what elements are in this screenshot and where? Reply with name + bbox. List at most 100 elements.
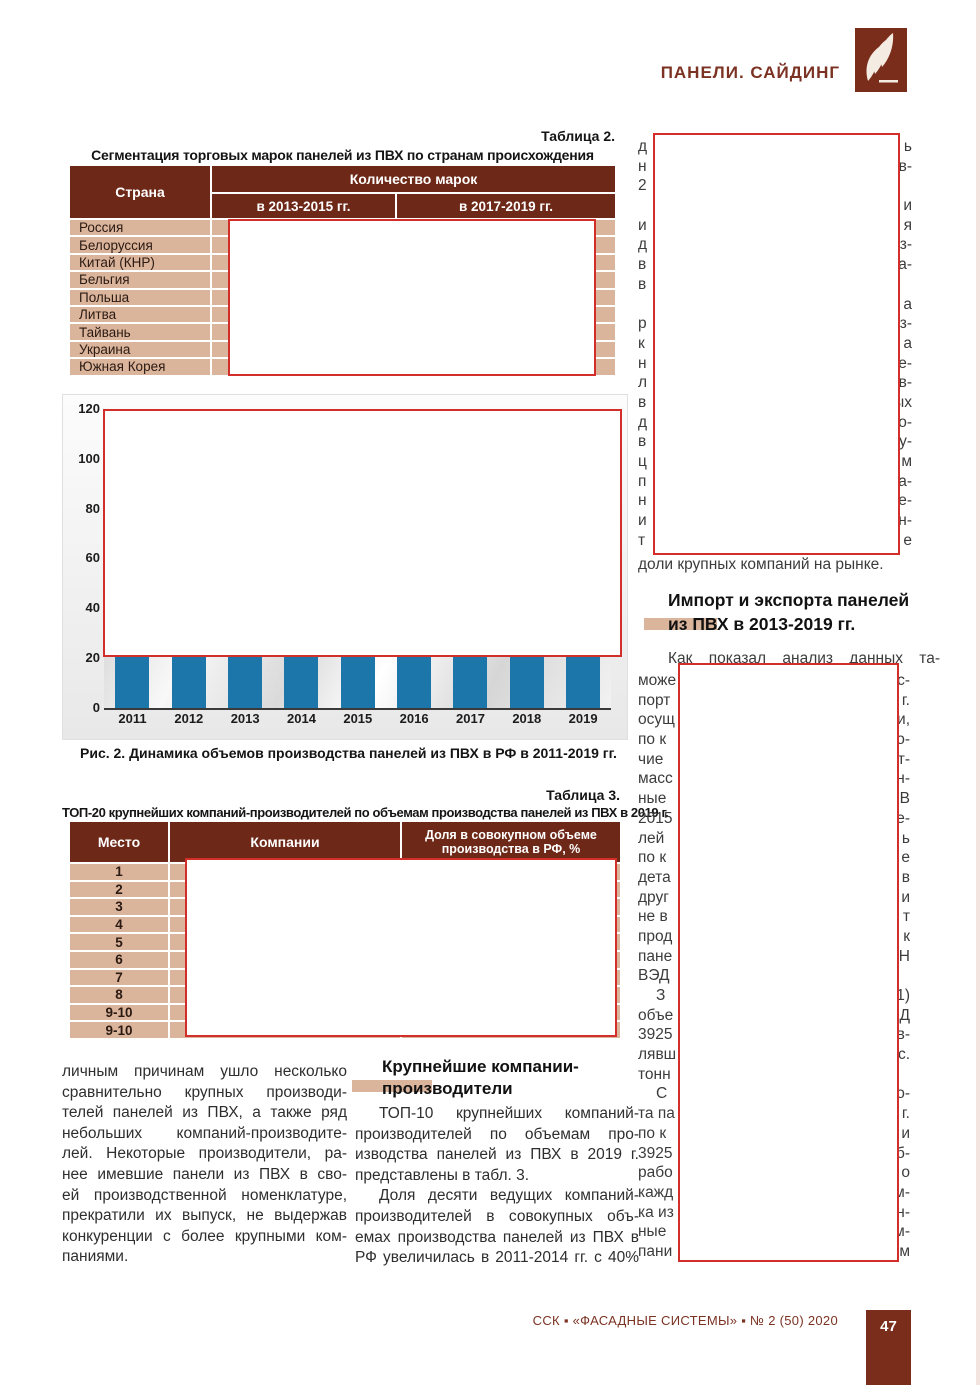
line-right-fragment: Н [898, 947, 910, 965]
line-left-fragment: порт [638, 691, 671, 709]
table2-country-cell: Тайвань [70, 324, 210, 340]
chart-x-tick-label: 2015 [343, 711, 373, 726]
table2-title: Сегментация торговых марок панелей из ПВ… [91, 147, 594, 163]
line-left-fragment: С [656, 1085, 668, 1103]
redacted-text-line: масс н- [638, 770, 910, 790]
redacted-text-line: и н- [638, 512, 912, 532]
redacted-text-line: дета в [638, 869, 910, 889]
line-left-fragment: д [638, 138, 648, 155]
table2-country-cell: Польша [70, 289, 210, 305]
chart-y-tick-label: 40 [85, 600, 100, 616]
line-right-fragment: ь [903, 138, 912, 155]
middle-heading-line2: производители [382, 1079, 513, 1098]
line-left-fragment: рабо [638, 1164, 673, 1182]
line-left-fragment: по к [638, 731, 667, 749]
line-left-fragment: в [638, 393, 647, 411]
redacted-text-line: по к е [638, 849, 910, 869]
line-right-fragment: к [903, 927, 910, 945]
line-right-fragment: з- [899, 315, 912, 333]
chart-x-tick-label: 2017 [456, 711, 485, 726]
right-heading-line1: Импорт и экспорта панелей [668, 590, 910, 610]
table3-place-cell: 1 [70, 864, 168, 880]
line-left-fragment: лявш [638, 1046, 677, 1064]
table3-caption: Таблица 3. [546, 787, 620, 803]
left-text-column: личным причинам ушло несколько сравнитель… [62, 1062, 347, 1268]
line-right-fragment: г. [901, 1105, 910, 1123]
line-left-fragment: друг [638, 888, 669, 906]
chart-y-tick-label: 0 [92, 699, 100, 715]
line-right-fragment: н- [898, 512, 912, 530]
table3-header-share: Доля в совокупном объеме производства в … [402, 822, 620, 862]
journal-logo [855, 28, 907, 92]
figure2-caption: Рис. 2. Динамика объемов производства па… [80, 745, 617, 761]
redacted-text-line: п а- [638, 473, 912, 493]
table3-place-cell: 9-10 [70, 1022, 168, 1038]
line-right-fragment: Д [899, 1006, 911, 1024]
right-column-redacted-block-2: може с-порт г. осущ и, по к о-чие т-масс н-ные В 2… [638, 672, 910, 1263]
footer-journal-line: ССК ▪ «ФАСАДНЫЕ СИСТЕМЫ» ▪ № 2 (50) 2020 [532, 1313, 838, 1328]
redaction-box-chart [103, 409, 622, 657]
table2-header-group: Количество марок [212, 166, 615, 192]
body-text-line: небольших компаний-производите- [62, 1124, 347, 1142]
line-right-fragment: о- [896, 1085, 910, 1103]
redacted-text-line: а [638, 296, 912, 316]
redacted-text-line: прод к [638, 928, 910, 948]
line-left-fragment: не в [638, 908, 668, 926]
redacted-text-line: в а- [638, 256, 912, 276]
line-left-fragment: д [638, 236, 648, 254]
line-right-fragment: е- [896, 809, 910, 827]
body-text-line: ТОП-10 крупнейших компаний- [379, 1105, 639, 1122]
table3-place-cell: 8 [70, 987, 168, 1003]
redacted-text-line: лявш с. [638, 1046, 910, 1066]
redacted-text-line: лей ь [638, 830, 910, 850]
line-right-fragment: в- [898, 157, 912, 175]
chart-x-tick-label: 2016 [399, 711, 429, 726]
right-column-text-line: доли крупных компаний на рынке. [638, 556, 884, 573]
redacted-text-line: д о- [638, 414, 912, 434]
body-text-line: конкуренции с более крупными ком- [62, 1227, 347, 1245]
redacted-text-line: по к и [638, 1125, 910, 1145]
line-left-fragment: пани [638, 1242, 673, 1260]
line-left-fragment: т [638, 531, 646, 549]
table2-country-cell: Китай (КНР) [70, 254, 210, 271]
redaction-box-table2-values [228, 219, 596, 376]
redacted-text-line: в у- [638, 433, 912, 453]
line-right-fragment: м [901, 453, 912, 470]
redacted-text-line: объе Д [638, 1007, 910, 1027]
line-left-fragment: ВЭД [638, 967, 670, 985]
line-right-fragment: т- [897, 750, 910, 768]
redacted-text-line: д з- [638, 236, 912, 256]
chart-y-tick-label: 20 [85, 650, 100, 665]
body-text-line: нее имевшие панели из ПВХ в сво- [62, 1165, 347, 1183]
table2-country-cell: Украина [70, 341, 210, 358]
table2-country-cell: Литва [70, 306, 210, 323]
redaction-box-table3-values [185, 858, 617, 1037]
table2-caption: Таблица 2. [541, 128, 615, 144]
redaction-box-right-text-1 [653, 133, 900, 555]
redacted-text-line: 2015 е- [638, 810, 910, 830]
line-left-fragment: 3925 [638, 1144, 673, 1162]
line-right-fragment: в- [898, 374, 912, 392]
redacted-text-line: та па г. [638, 1105, 910, 1125]
line-left-fragment: в [638, 433, 647, 451]
chart-y-tick-label: 100 [78, 450, 100, 466]
line-right-fragment: у- [899, 433, 912, 451]
line-right-fragment: е- [898, 354, 912, 372]
right-column-heading: Импорт и экспорта панелей из ПВХ в 2013-… [638, 588, 918, 636]
line-right-fragment: г. [901, 691, 910, 709]
chart-y-tick-label: 120 [78, 401, 100, 416]
line-left-fragment: пане [638, 947, 673, 965]
chart-y-tick-label: 80 [85, 500, 100, 516]
line-right-fragment: а [903, 295, 912, 313]
redacted-text-line: тонн [638, 1066, 910, 1086]
table3-header-place: Место [70, 822, 168, 862]
line-left-fragment: дета [638, 868, 671, 886]
line-left-fragment: прод [638, 927, 673, 945]
line-right-fragment: о- [896, 731, 910, 749]
body-text-line: представлены в табл. 3. [355, 1166, 530, 1184]
redacted-text-line: ные В [638, 790, 910, 810]
table2-header-period1: в 2013-2015 гг. [212, 194, 395, 218]
body-text-line: Доля десяти ведущих компаний- [379, 1187, 639, 1205]
